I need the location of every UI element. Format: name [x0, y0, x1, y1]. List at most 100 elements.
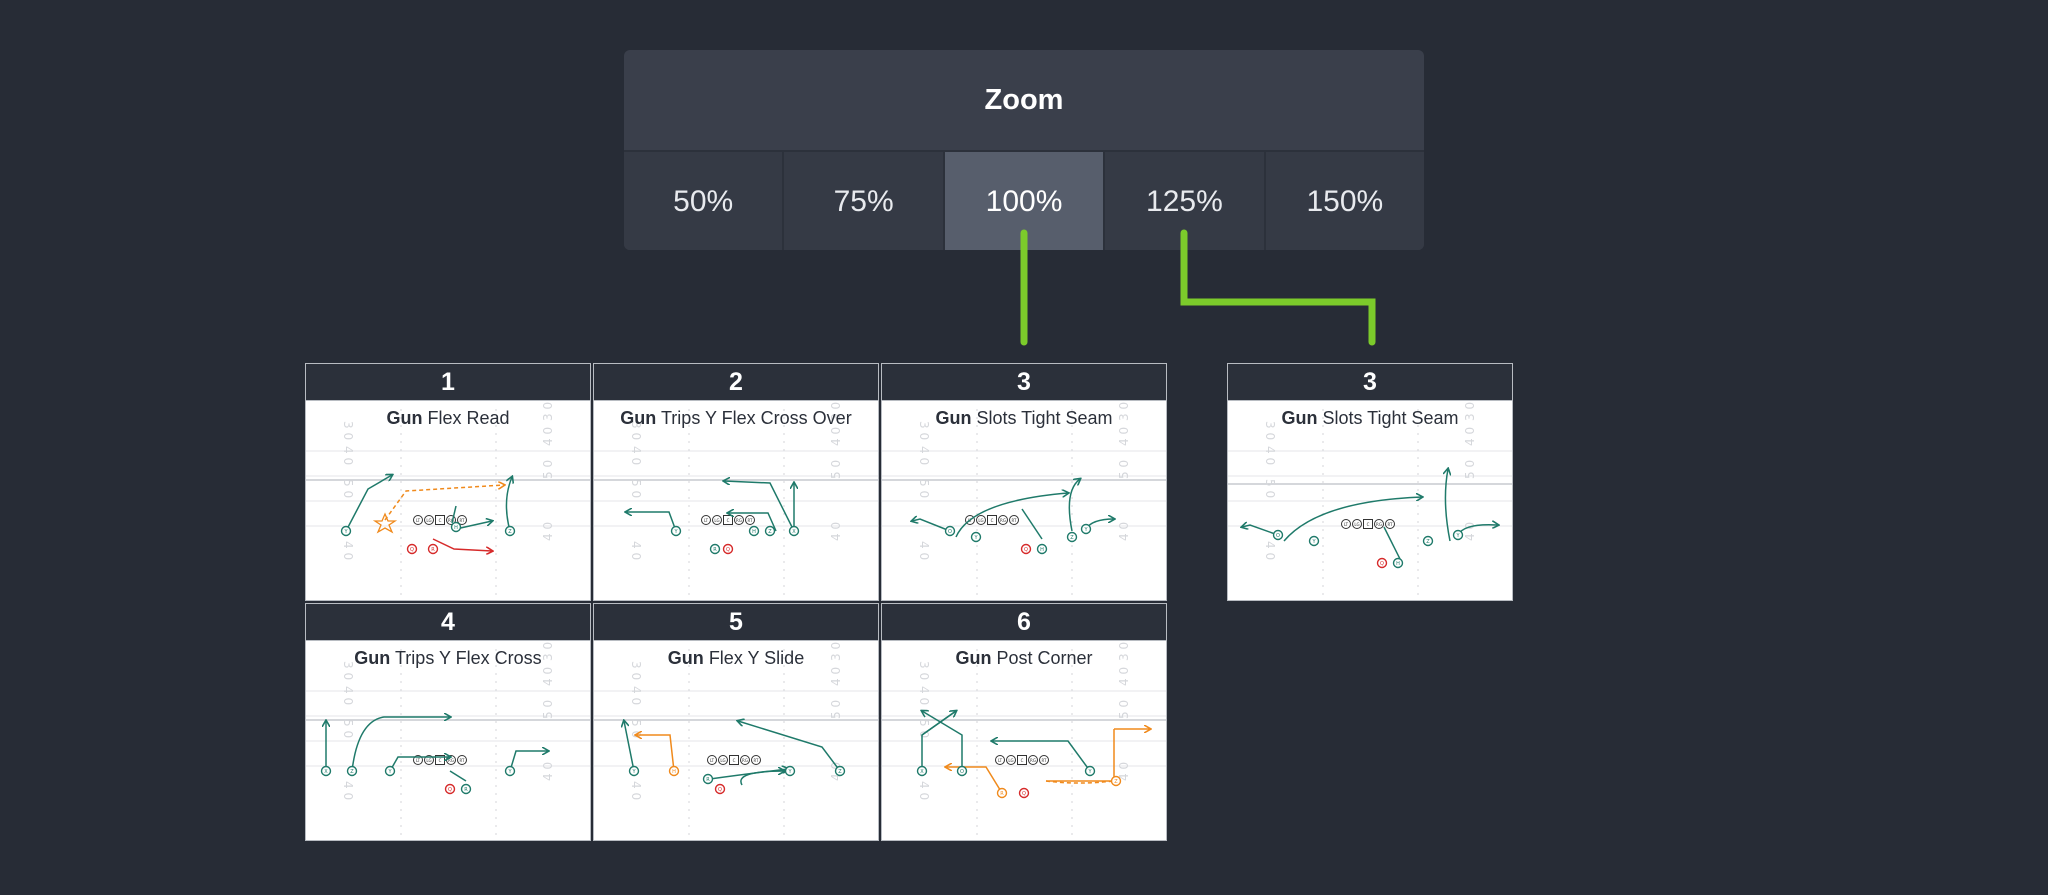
play-card-1[interactable]: 1 Gun Flex Read 3 0 3 0 4 0 4 0 5 0 5 0 4 0 4 0… [305, 363, 591, 601]
play-routes: LT LG C RG RT X O Y Z R Q [916, 711, 1151, 799]
svg-text:H: H [454, 525, 458, 531]
svg-text:4 0: 4 0 [1117, 762, 1131, 781]
svg-text:Z: Z [1426, 539, 1430, 545]
play-diagram: 3 0 3 0 4 0 4 0 5 0 5 0 4 0 4 0 LT LG C RG RT O Y Z Y Q H [1228, 401, 1512, 600]
zoom-option-125[interactable]: 125% [1103, 152, 1264, 250]
svg-text:RG: RG [736, 518, 742, 523]
svg-text:R: R [464, 787, 468, 793]
svg-text:C: C [1367, 522, 1370, 527]
svg-text:3 0: 3 0 [541, 642, 555, 661]
play-preview-card[interactable]: 3 Gun Slots Tight Seam 3 0 3 0 4 0 4 0 5 0 5 … [1227, 363, 1513, 601]
svg-text:3 0: 3 0 [629, 421, 643, 440]
svg-text:Q: Q [410, 547, 414, 553]
svg-text:LT: LT [416, 518, 421, 523]
svg-text:5 0: 5 0 [829, 700, 843, 719]
svg-text:Y: Y [673, 529, 678, 535]
play-title: Gun Flex Y Slide [667, 648, 805, 668]
field-svg: 3 0 3 0 4 0 4 0 5 0 5 0 4 0 4 0 LT LG C RG RT X O Y Z R Q [882, 642, 1166, 835]
svg-text:LT: LT [1344, 522, 1349, 527]
zoom-options: 50% 75% 100% 125% 150% [624, 150, 1424, 250]
play-title: Gun Trips Y Flex Cross [354, 648, 542, 668]
svg-text:5 0: 5 0 [629, 479, 643, 498]
svg-text:3 0: 3 0 [629, 661, 643, 680]
svg-text:R: R [1000, 791, 1004, 797]
svg-text:4 0: 4 0 [1117, 427, 1131, 446]
svg-text:Q: Q [448, 787, 452, 793]
play-number: 3 [1228, 364, 1512, 401]
svg-text:4 0: 4 0 [541, 427, 555, 446]
svg-text:LG: LG [1008, 758, 1013, 763]
svg-text:Y: Y [787, 769, 792, 775]
play-title: Gun Trips Y Flex Cross Over [620, 408, 852, 428]
svg-text:5 0: 5 0 [1263, 479, 1277, 498]
svg-text:H: H [1396, 561, 1400, 567]
svg-text:5 0: 5 0 [917, 719, 931, 738]
play-diagram: 3 0 3 0 4 0 4 0 5 0 5 0 4 0 4 0 LT LG C RG RT Y Z X H Q R [594, 401, 878, 600]
svg-text:5 0: 5 0 [541, 460, 555, 479]
svg-text:Y: Y [1087, 769, 1092, 775]
svg-text:RG: RG [742, 758, 748, 763]
svg-text:4 0: 4 0 [1263, 541, 1277, 560]
svg-text:RG: RG [1376, 522, 1382, 527]
svg-text:LG: LG [426, 518, 431, 523]
svg-text:C: C [439, 758, 442, 763]
play-diagram: 3 0 3 0 4 0 4 0 5 0 5 0 4 0 4 0 LT LG C RG RT X Z Y Y Q R [306, 641, 590, 840]
zoom-option-100[interactable]: 100% [942, 152, 1104, 250]
svg-text:4 0: 4 0 [629, 781, 643, 800]
svg-text:Q: Q [718, 787, 722, 793]
svg-text:Z: Z [508, 529, 512, 535]
svg-text:5 0: 5 0 [541, 700, 555, 719]
svg-text:3 0: 3 0 [1117, 402, 1131, 421]
play-card-6[interactable]: 6 Gun Post Corner 3 0 3 0 4 0 4 0 5 0 5 0 4 0 4… [881, 603, 1167, 841]
svg-text:4 0: 4 0 [341, 781, 355, 800]
svg-text:LT: LT [710, 758, 715, 763]
svg-text:RT: RT [754, 758, 759, 763]
play-card-2[interactable]: 2 Gun Trips Y Flex Cross Over 3 0 3 0 4 0 4… [593, 363, 879, 601]
zoom-panel: Zoom 50% 75% 100% 125% 150% [624, 50, 1424, 250]
svg-text:Q: Q [1380, 561, 1384, 567]
svg-text:4 0: 4 0 [917, 781, 931, 800]
play-card-3[interactable]: 3 Gun Slots Tight Seam 3 0 3 0 4 0 4 0 5 0 5 … [881, 363, 1167, 601]
field-svg: 3 0 3 0 4 0 4 0 5 0 5 0 4 0 4 0 LT LG C RG RT Y Q R Z H [306, 402, 590, 595]
svg-text:C: C [733, 758, 736, 763]
play-title: Gun Slots Tight Seam [935, 408, 1113, 428]
play-title: Gun Post Corner [955, 648, 1093, 668]
svg-text:4 0: 4 0 [629, 446, 643, 465]
svg-text:3 0: 3 0 [341, 421, 355, 440]
svg-text:Q: Q [1022, 791, 1026, 797]
play-title: Gun Flex Read [386, 408, 510, 428]
svg-text:5 0: 5 0 [341, 719, 355, 738]
svg-text:3 0: 3 0 [917, 661, 931, 680]
svg-text:4 0: 4 0 [341, 446, 355, 465]
svg-text:Y: Y [387, 769, 392, 775]
svg-text:3 0: 3 0 [341, 661, 355, 680]
svg-text:5 0: 5 0 [1117, 700, 1131, 719]
zoom-option-50[interactable]: 50% [624, 152, 783, 250]
svg-text:4 0: 4 0 [541, 667, 555, 686]
zoom-option-75[interactable]: 75% [782, 152, 943, 250]
svg-text:4 0: 4 0 [917, 446, 931, 465]
play-routes: LT LG C RG RT O Y Z Y Q H [1242, 469, 1498, 569]
svg-text:4 0: 4 0 [541, 762, 555, 781]
zoom-option-150[interactable]: 150% [1263, 152, 1424, 250]
play-number: 2 [594, 364, 878, 401]
svg-text:4 0: 4 0 [1263, 446, 1277, 465]
svg-text:LT: LT [998, 758, 1003, 763]
svg-text:3 0: 3 0 [1117, 642, 1131, 661]
play-number: 6 [882, 604, 1166, 641]
svg-text:R: R [706, 777, 710, 783]
svg-text:X: X [792, 529, 796, 535]
play-number: 3 [882, 364, 1166, 401]
field-svg: 3 0 3 0 4 0 4 0 5 0 5 0 4 0 4 0 LT LG C RG RT Y Z X H Q R [594, 402, 878, 595]
svg-text:Z: Z [768, 529, 772, 535]
svg-text:3 0: 3 0 [829, 402, 843, 421]
play-number: 4 [306, 604, 590, 641]
svg-text:5 0: 5 0 [829, 460, 843, 479]
svg-text:R: R [713, 547, 717, 553]
play-card-4[interactable]: 4 Gun Trips Y Flex Cross 3 0 3 0 4 0 4 0 5 0… [305, 603, 591, 841]
svg-text:X: X [324, 769, 328, 775]
svg-text:4 0: 4 0 [629, 541, 643, 560]
svg-text:O: O [1276, 533, 1280, 539]
